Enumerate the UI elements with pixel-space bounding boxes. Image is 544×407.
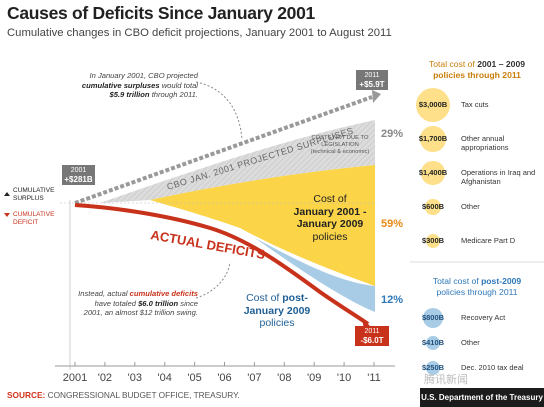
cost-value: $600B	[421, 202, 445, 211]
cost-label: Tax cuts	[461, 100, 489, 109]
surplus-legend-arrow	[4, 192, 10, 196]
projected-pointer	[195, 81, 243, 141]
deficit-legend-arrow	[4, 213, 10, 217]
band-post2009-label: Cost of post- January 2009 policies	[243, 292, 311, 329]
end-deficit-value: -$6.0T	[360, 336, 384, 345]
page-title: Causes of Deficits Since January 2001	[7, 3, 315, 23]
panel-2001-2009-title-bold: 2001 – 2009	[477, 59, 526, 69]
projected-arrowhead	[372, 90, 381, 103]
legend-surplus: CUMULATIVE SURPLUS	[13, 187, 55, 202]
not-legislation-label: COSTS NOT DUE TO LEGISLATION (technical &…	[310, 135, 370, 155]
source-note: SOURCE: CONGRESSIONAL BUDGET OFFICE, TRE…	[7, 390, 240, 400]
band-2001-2009	[150, 165, 375, 286]
cost-label: Other	[461, 338, 480, 347]
panel-2001-2009-title-prefix: Total cost of	[428, 59, 478, 69]
share-2001-2009: 59%	[381, 218, 404, 230]
page-subtitle: Cumulative changes in CBO deficit projec…	[7, 27, 392, 39]
cost-value: $1,700B	[418, 134, 448, 143]
cost-value: $3,000B	[418, 100, 448, 109]
actual-deficit-line	[74, 203, 370, 326]
cost-circle	[423, 308, 443, 328]
cost-label: Recovery Act	[461, 313, 506, 322]
cost-value: $410B	[421, 338, 445, 347]
panel-2001-2009-title: Total cost of 2001 – 2009 policies throug…	[410, 59, 544, 81]
source-label: SOURCE:	[7, 390, 46, 400]
cost-label: Dec. 2010 tax deal	[461, 363, 524, 372]
cost-circle	[416, 88, 450, 122]
x-tick-label: '07	[247, 372, 261, 384]
end-deficit-year: 2011	[364, 328, 380, 335]
cost-value: $800B	[421, 313, 445, 322]
end-deficit-callout: 2011 -$6.0T	[355, 326, 389, 346]
legend-deficit: CUMULATIVE DEFICIT	[13, 211, 55, 226]
cost-label: Operations in Iraq and Afghanistan	[461, 168, 536, 186]
cost-value: $250B	[421, 363, 445, 372]
band-not-legislation	[100, 120, 375, 203]
end-surplus-value: +$5.9T	[359, 80, 385, 89]
x-tick-label: '08	[277, 372, 291, 384]
start-callout: 2001 +$281B	[62, 165, 95, 185]
start-callout-year: 2001	[70, 167, 87, 174]
x-tick-label: '06	[217, 372, 231, 384]
cost-label: Other	[461, 202, 480, 211]
panel-post2009-title: Total cost of post-2009 policies through …	[410, 276, 544, 298]
x-axis-ticks	[74, 362, 375, 366]
annotation-projected: In January 2001, CBO projected cumulativ…	[81, 71, 198, 99]
footer-treasury: U.S. Department of the Treasury	[420, 388, 544, 407]
panel-post2009-title-suffix: policies through 2011	[436, 287, 518, 297]
x-tick-label: '05	[187, 372, 201, 384]
x-tick-label: '02	[98, 372, 112, 384]
cost-label: Other annual appropriations	[461, 134, 509, 152]
x-tick-label: '09	[307, 372, 321, 384]
panel-2001-2009-title-suffix: policies through 2011	[433, 70, 521, 80]
x-tick-label: 2001	[63, 372, 87, 384]
watermark-text: 腾讯新闻	[424, 374, 468, 386]
cost-circle	[421, 161, 445, 185]
start-callout-value: +$281B	[64, 175, 93, 184]
end-surplus-callout: 2011 +$5.9T	[356, 70, 388, 90]
cost-circle	[426, 361, 440, 375]
band-2001-2009-label: Cost of January 2001 - January 2009 policie…	[293, 193, 367, 243]
cost-circle	[420, 126, 446, 152]
cost-circle	[425, 199, 441, 215]
share-post2009: 12%	[381, 294, 404, 306]
source-text: CONGRESSIONAL BUDGET OFFICE, TREASURY.	[47, 390, 240, 400]
cost-label: Medicare Part D	[461, 236, 516, 245]
x-tick-label: '11	[367, 372, 381, 384]
cost-circle	[425, 335, 441, 351]
cost-value: $1,400B	[418, 168, 448, 177]
share-not-legislation: 29%	[381, 128, 404, 140]
x-tick-label: '03	[128, 372, 142, 384]
cost-circle	[426, 234, 440, 248]
x-axis-labels: 2001 '02 '03 '04 '05 '06 '07 '08 '09 '10 '11	[63, 372, 381, 384]
annotation-actual: Instead, actual cumulative deficits have…	[78, 289, 198, 317]
panel-post2009-title-prefix: Total cost of	[432, 276, 482, 286]
panel-post2009-title-bold: post-2009	[481, 276, 522, 286]
cost-value: $300B	[421, 236, 445, 245]
x-tick-label: '04	[158, 372, 172, 384]
end-surplus-year: 2011	[364, 72, 380, 79]
band-post2009	[255, 238, 375, 312]
actual-pointer	[195, 261, 231, 299]
projected-surplus-line	[74, 95, 373, 205]
x-tick-label: '10	[337, 372, 351, 384]
